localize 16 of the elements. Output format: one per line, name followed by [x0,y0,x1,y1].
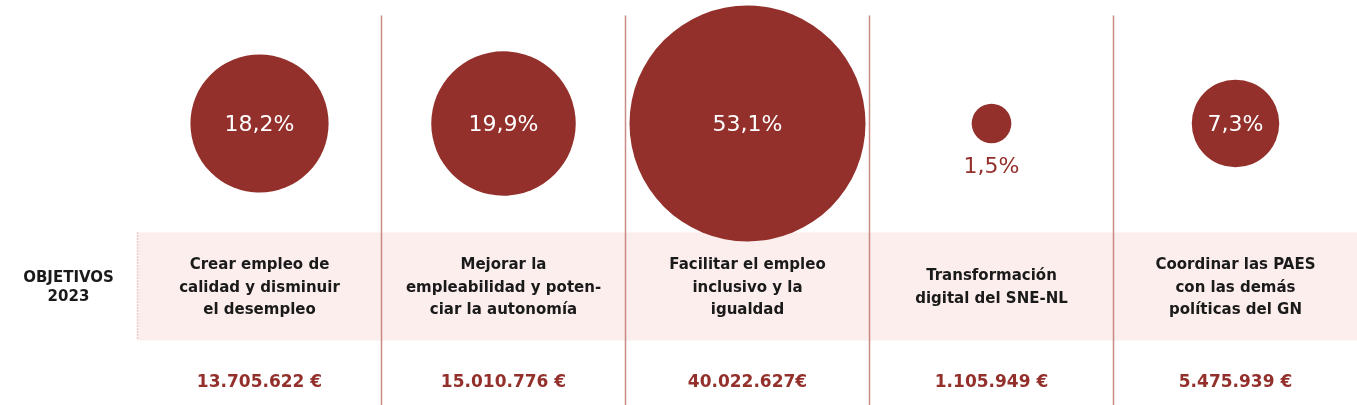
text: OBJETIVOS 2023 [23,267,114,306]
data-label: 18,2% [224,111,295,136]
data-label: 19,9% [468,111,539,136]
text: 40.022.627€ [687,370,808,391]
category-label: Transformación digital del SNE-NL [915,266,1069,307]
text: 5.475.939 € [1178,370,1293,391]
category-label: Coordinar las PAES con las demás políticas del GN [1155,255,1316,318]
text: 15.010.776 € [440,370,567,391]
data-label: 53,1% [712,111,783,136]
category-label: Mejorar la empleabilidad y poten- ciar la autonomía [405,255,602,318]
text: 13.705.622 € [196,370,323,391]
category-label: Facilitar el empleo inclusivo y la igualdad [669,255,826,318]
category-label: Crear empleo de calidad y disminuir el desempleo [179,255,341,318]
text: 1.105.949 € [934,370,1049,391]
data-label: 1,5% [963,152,1020,178]
data-label: 7,3% [1207,111,1264,136]
